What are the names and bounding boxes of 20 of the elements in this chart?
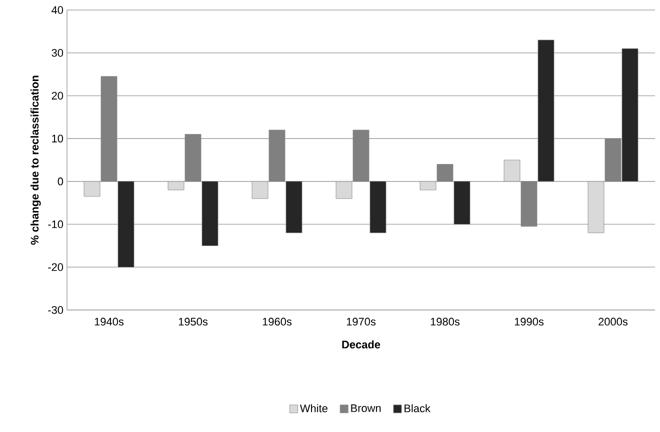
legend-label: Black	[404, 404, 431, 412]
x-tick-label: 1940s	[94, 318, 124, 326]
y-tick-label: -10	[48, 220, 64, 228]
y-tick-label: -30	[48, 306, 64, 314]
legend-label: White	[300, 404, 328, 412]
x-tick-label: 1990s	[514, 318, 544, 326]
y-tick-label: 10	[52, 134, 64, 142]
x-tick-label: 1950s	[178, 318, 208, 326]
legend-label: Brown	[351, 404, 381, 412]
x-tick-label: 1980s	[430, 318, 460, 326]
x-tick-label: 1960s	[262, 318, 292, 326]
y-axis-title: % change due to reclassification	[30, 76, 41, 245]
x-tick-label: 2000s	[598, 318, 628, 326]
y-tick-label: 30	[52, 48, 64, 57]
y-tick-label: 40	[52, 6, 64, 14]
y-tick-label: 0	[58, 178, 64, 186]
x-tick-label: 1970s	[346, 318, 376, 326]
y-tick-label: -20	[48, 263, 64, 272]
x-axis-title: Decade	[342, 340, 380, 348]
y-tick-label: 20	[52, 92, 64, 100]
